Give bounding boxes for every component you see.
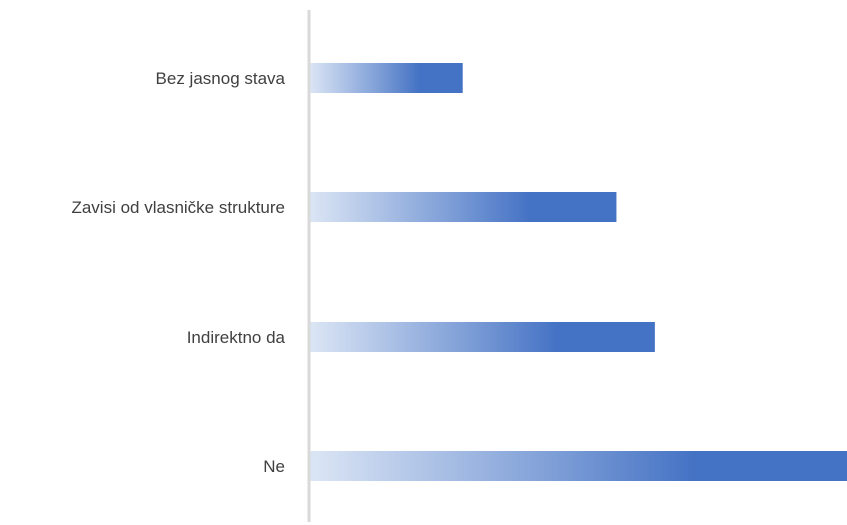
- category-label: Zavisi od vlasničke strukture: [71, 198, 285, 217]
- bar-1: [309, 63, 463, 93]
- category-labels: Bez jasnog stava Zavisi od vlasničke stru…: [71, 69, 285, 476]
- bar-4: [309, 451, 847, 481]
- category-label: Indirektno da: [187, 328, 286, 347]
- category-label: Bez jasnog stava: [156, 69, 286, 88]
- bar-2: [309, 192, 617, 222]
- category-label: Ne: [263, 457, 285, 476]
- bar-3: [309, 322, 655, 352]
- bars-group: [309, 63, 847, 481]
